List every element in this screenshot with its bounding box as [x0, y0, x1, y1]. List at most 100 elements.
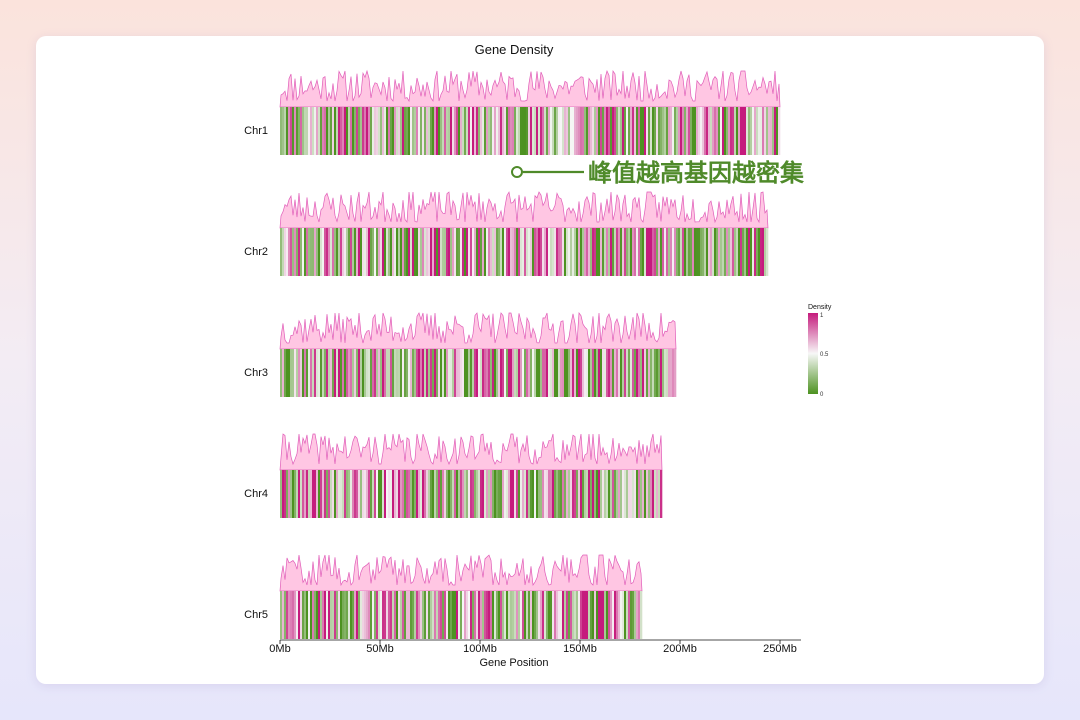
heatmap-bin [618, 228, 621, 276]
heatmap-bin [362, 349, 365, 397]
heatmap-bin [470, 228, 473, 276]
heatmap-bin [598, 228, 601, 276]
heatmap-bin [500, 349, 503, 397]
heatmap-bin [536, 470, 539, 518]
heatmap-bin [624, 107, 627, 155]
heatmap-bin [462, 470, 465, 518]
heatmap-bin [368, 591, 371, 639]
heatmap-bin [674, 349, 677, 397]
heatmap-bin [348, 591, 351, 639]
heatmap-bin [546, 107, 549, 155]
x-tick-label: 200Mb [663, 643, 697, 655]
heatmap-bin [312, 107, 315, 155]
heatmap-bin [298, 107, 301, 155]
heatmap-bin [526, 228, 529, 276]
heatmap-bin [494, 107, 497, 155]
heatmap-bin [600, 107, 603, 155]
heatmap-bin [734, 107, 737, 155]
heatmap-bin [558, 349, 561, 397]
heatmap-bin [544, 349, 547, 397]
heatmap-bin [666, 228, 669, 276]
heatmap-bin [304, 228, 307, 276]
heatmap-bin [744, 228, 747, 276]
heatmap-bin [414, 349, 417, 397]
heatmap-bin [316, 470, 319, 518]
heatmap-bin [766, 107, 769, 155]
heatmap-bin [638, 349, 641, 397]
heatmap-bin [650, 228, 653, 276]
heatmap-bin [384, 349, 387, 397]
heatmap-bin [560, 470, 563, 518]
heatmap-bin [382, 470, 385, 518]
heatmap-bin [630, 228, 633, 276]
heatmap-bin [544, 228, 547, 276]
heatmap-bin [322, 107, 325, 155]
heatmap-bin [664, 349, 667, 397]
heatmap-bin [524, 591, 527, 639]
heatmap-bin [434, 107, 437, 155]
heatmap-bin [658, 470, 661, 518]
heatmap-bin [668, 228, 671, 276]
heatmap-bin [468, 349, 471, 397]
heatmap-bin [416, 470, 419, 518]
heatmap-bin [548, 470, 551, 518]
heatmap-bin [402, 349, 405, 397]
heatmap-bin [628, 591, 631, 639]
heatmap-bin [528, 470, 531, 518]
heatmap-bin [306, 349, 309, 397]
heatmap-bin [350, 228, 353, 276]
heatmap-bin [620, 349, 623, 397]
track-chr5: Chr5 [244, 554, 643, 639]
peak-annotation: 峰值越高基因越密集 [511, 159, 805, 187]
heatmap-bin [734, 228, 737, 276]
heatmap-bin [666, 107, 669, 155]
heatmap-bin [322, 591, 325, 639]
heatmap-bin [642, 470, 645, 518]
heatmap-bin [634, 107, 637, 155]
heatmap-bin [424, 470, 427, 518]
heatmap-bin [494, 470, 497, 518]
heatmap-bin [518, 107, 521, 155]
heatmap-bin [548, 349, 551, 397]
heatmap-bin [596, 470, 599, 518]
heatmap-bin [542, 349, 545, 397]
heatmap-bin [390, 228, 393, 276]
heatmap-bin [398, 107, 401, 155]
heatmap-bin [506, 228, 509, 276]
heatmap-bin [728, 228, 731, 276]
heatmap-bin [648, 470, 651, 518]
heatmap-bin [394, 470, 397, 518]
heatmap-bin [324, 349, 327, 397]
heatmap-bin [750, 107, 753, 155]
heatmap-bin [572, 470, 575, 518]
heatmap-bin [298, 228, 301, 276]
heatmap-bin [514, 349, 517, 397]
heatmap-bin [376, 591, 379, 639]
heatmap-bin [286, 228, 289, 276]
heatmap-bin [530, 228, 533, 276]
heatmap-bin [418, 228, 421, 276]
heatmap-bin [730, 228, 733, 276]
heatmap-bin [470, 591, 473, 639]
heatmap-bin [656, 349, 659, 397]
heatmap-bin [624, 470, 627, 518]
heatmap-bin [436, 107, 439, 155]
heatmap-bin [362, 591, 365, 639]
heatmap-bin [450, 228, 453, 276]
heatmap-bin [514, 591, 517, 639]
heatmap-bin [676, 107, 679, 155]
heatmap-bin [594, 591, 597, 639]
heatmap-bin [430, 591, 433, 639]
heatmap-bin [344, 470, 347, 518]
heatmap-bin [658, 107, 661, 155]
heatmap-bin [324, 107, 327, 155]
heatmap-bin [548, 591, 551, 639]
heatmap-bin [434, 470, 437, 518]
heatmap-bin [624, 349, 627, 397]
heatmap-bin [338, 228, 341, 276]
heatmap-bin [546, 228, 549, 276]
heatmap-bin [636, 470, 639, 518]
heatmap-bin [568, 228, 571, 276]
heatmap-bin [360, 591, 363, 639]
heatmap-bin [554, 349, 557, 397]
